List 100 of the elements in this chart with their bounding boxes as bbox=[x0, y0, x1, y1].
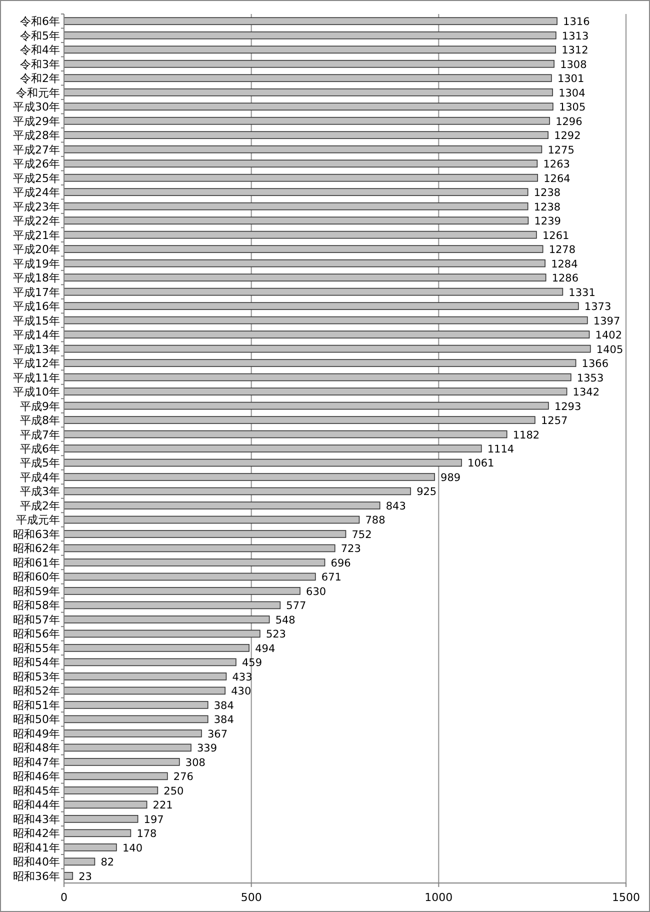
data-label: 430 bbox=[231, 686, 252, 698]
data-label: 1293 bbox=[554, 400, 582, 413]
data-label: 788 bbox=[365, 514, 386, 527]
data-label: 276 bbox=[173, 771, 194, 784]
bar bbox=[64, 730, 202, 738]
data-label: 308 bbox=[185, 756, 206, 769]
bar bbox=[64, 843, 117, 852]
data-label: 1264 bbox=[544, 172, 571, 185]
data-label: 1114 bbox=[487, 444, 514, 456]
bar bbox=[64, 786, 158, 794]
y-tick-label: 昭和36年 bbox=[13, 870, 60, 883]
y-tick-label: 令和4年 bbox=[20, 44, 60, 57]
bar bbox=[64, 430, 508, 438]
y-tick-label: 平成29年 bbox=[13, 114, 60, 128]
y-tick-label: 昭和43年 bbox=[13, 812, 60, 826]
data-label: 339 bbox=[197, 742, 218, 755]
bar bbox=[64, 872, 74, 880]
y-tick-label: 昭和49年 bbox=[13, 727, 60, 740]
data-label: 723 bbox=[340, 543, 361, 556]
y-tick-label: 昭和63年 bbox=[13, 528, 60, 541]
y-tick-label: 昭和57年 bbox=[13, 613, 60, 626]
data-label: 989 bbox=[440, 472, 461, 484]
y-tick-label: 平成22年 bbox=[13, 214, 60, 228]
bar bbox=[64, 202, 528, 210]
data-label: 630 bbox=[306, 586, 326, 598]
bar bbox=[64, 116, 550, 125]
data-label: 384 bbox=[214, 700, 234, 712]
bar bbox=[64, 502, 380, 510]
data-label: 1238 bbox=[534, 187, 561, 200]
bar bbox=[64, 160, 538, 168]
data-label: 752 bbox=[352, 528, 372, 541]
y-tick-label: 平成元年 bbox=[16, 514, 60, 527]
y-tick-label: 昭和53年 bbox=[13, 670, 60, 684]
data-label: 1296 bbox=[556, 116, 583, 128]
y-tick-label: 平成8年 bbox=[20, 414, 60, 428]
y-tick-label: 平成21年 bbox=[13, 228, 60, 242]
y-tick-label: 昭和62年 bbox=[13, 542, 60, 556]
y-tick-label: 昭和46年 bbox=[13, 770, 60, 784]
bar bbox=[64, 672, 227, 680]
data-label: 433 bbox=[232, 671, 252, 684]
y-tick-label: 令和元年 bbox=[16, 86, 60, 100]
data-label: 1263 bbox=[543, 158, 570, 171]
bar bbox=[64, 530, 346, 538]
y-tick-label: 昭和58年 bbox=[13, 599, 60, 612]
data-label: 1238 bbox=[534, 201, 561, 214]
y-tick-label: 平成12年 bbox=[13, 357, 60, 370]
data-label: 1353 bbox=[576, 372, 604, 384]
data-label: 1308 bbox=[560, 58, 587, 71]
data-label: 1284 bbox=[551, 258, 578, 270]
y-tick-label: 昭和61年 bbox=[13, 556, 60, 570]
data-label: 1331 bbox=[568, 286, 596, 299]
bar bbox=[64, 245, 544, 253]
data-label: 1342 bbox=[572, 386, 600, 399]
data-label: 1275 bbox=[548, 144, 574, 156]
bar bbox=[64, 829, 132, 838]
data-label: 1278 bbox=[548, 244, 576, 256]
y-tick-label: 平成23年 bbox=[13, 200, 60, 214]
bar bbox=[64, 416, 536, 424]
y-tick-label: 昭和47年 bbox=[13, 756, 60, 769]
y-tick-label: 平成25年 bbox=[13, 172, 60, 185]
data-label: 197 bbox=[144, 814, 164, 826]
data-label: 1313 bbox=[562, 30, 589, 42]
y-tick-label: 平成18年 bbox=[13, 272, 60, 285]
data-label: 696 bbox=[330, 557, 352, 570]
y-tick-label: 令和3年 bbox=[20, 58, 60, 71]
y-tick-label: 平成9年 bbox=[20, 400, 60, 413]
bar bbox=[64, 288, 564, 296]
bar bbox=[64, 359, 576, 367]
bar bbox=[64, 858, 96, 866]
bar bbox=[64, 145, 542, 154]
bar bbox=[64, 616, 270, 624]
y-tick-label: 昭和45年 bbox=[13, 784, 60, 798]
bar bbox=[64, 131, 548, 139]
data-label: 367 bbox=[208, 728, 228, 740]
data-label: 1292 bbox=[554, 130, 581, 142]
data-label: 221 bbox=[152, 800, 173, 812]
data-label: 1305 bbox=[558, 102, 586, 114]
bar bbox=[64, 658, 236, 666]
data-label: 548 bbox=[275, 614, 296, 626]
y-tick-label: 平成14年 bbox=[13, 328, 60, 342]
y-tick-label: 昭和52年 bbox=[13, 684, 60, 698]
bar bbox=[64, 487, 411, 496]
bar bbox=[64, 473, 435, 481]
y-tick-label: 平成2年 bbox=[20, 499, 60, 512]
bar bbox=[64, 330, 590, 338]
bar bbox=[64, 587, 300, 595]
y-tick-label: 平成28年 bbox=[13, 129, 60, 142]
y-tick-label: 平成26年 bbox=[13, 158, 60, 171]
y-tick-label: 平成24年 bbox=[13, 186, 60, 200]
bar bbox=[64, 88, 553, 96]
bar bbox=[64, 102, 554, 110]
bar bbox=[64, 230, 537, 239]
bar bbox=[64, 388, 568, 396]
bar bbox=[64, 316, 588, 324]
bar bbox=[64, 302, 579, 310]
bar bbox=[64, 772, 168, 780]
data-label: 23 bbox=[78, 870, 92, 883]
data-label: 843 bbox=[386, 500, 406, 512]
bar bbox=[64, 46, 556, 54]
y-tick-label: 令和2年 bbox=[20, 72, 60, 86]
